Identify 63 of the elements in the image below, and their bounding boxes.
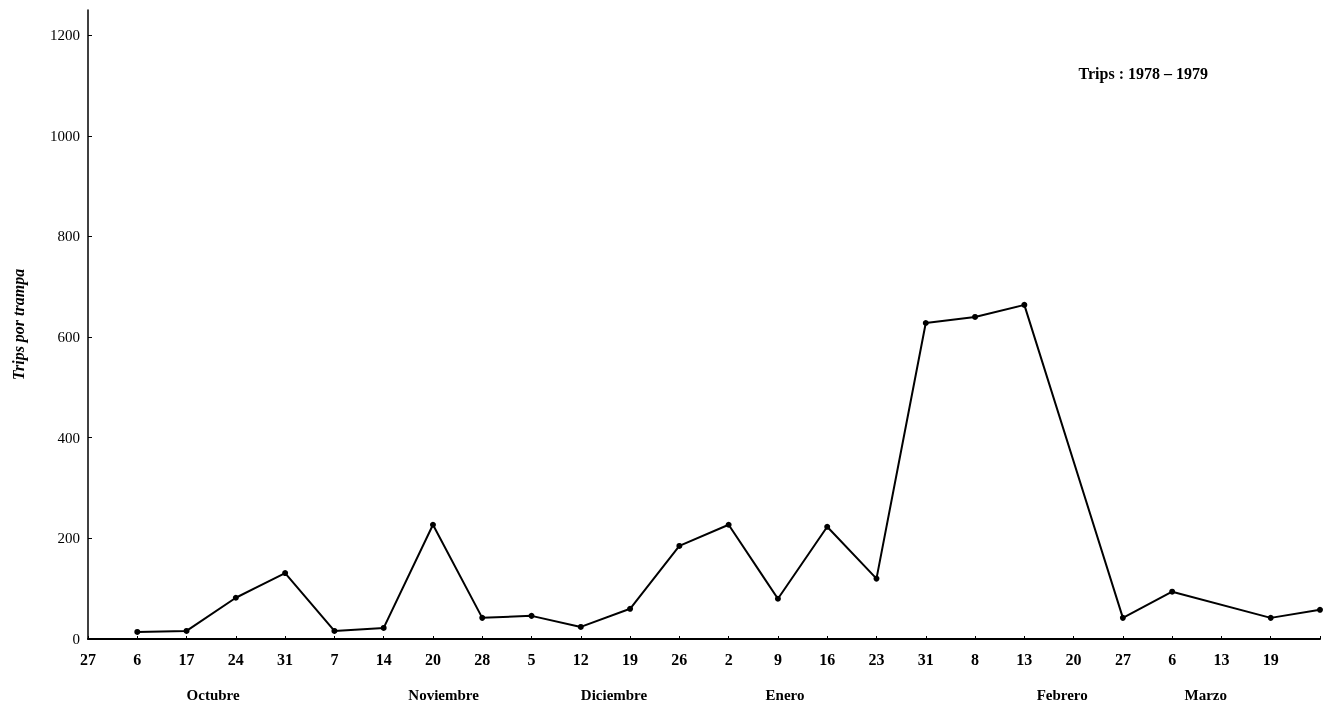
point (429, 521, 436, 528)
point (774, 595, 781, 602)
x-tick-label: 24 (227, 650, 244, 668)
x-tick-label: 16 (819, 650, 836, 668)
x-tick-label: 31 (277, 650, 294, 668)
point (1267, 614, 1274, 621)
text: Trips : 1978 – 1979 (1078, 64, 1208, 83)
y-tick-label: 1000 (50, 127, 80, 144)
y-tick-label: 400 (57, 429, 80, 446)
x-tick-label: 13 (1213, 650, 1230, 668)
point (577, 623, 584, 630)
x-tick-label: 19 (622, 650, 639, 668)
point (627, 605, 634, 612)
y-tick-label: 800 (57, 228, 80, 245)
point (134, 628, 141, 635)
point (232, 594, 239, 601)
x-tick-label: 31 (917, 650, 934, 668)
y-tick-label: 600 (57, 329, 80, 346)
x-tick-label: 26 (671, 650, 688, 668)
point (725, 521, 732, 528)
text: Febrero (1036, 686, 1088, 703)
point (528, 612, 535, 619)
point (873, 575, 880, 582)
point (1021, 301, 1028, 308)
y-tick-label: 200 (57, 530, 80, 547)
point (1119, 614, 1126, 621)
x-tick-label: 19 (1262, 650, 1279, 668)
x-tick-label: 8 (971, 650, 980, 668)
x-tick-label: 28 (474, 650, 491, 668)
x-tick-label: 7 (330, 650, 339, 668)
x-tick-label: 12 (572, 650, 589, 668)
text: Diciembre (580, 686, 648, 703)
x-tick-label: 6 (133, 650, 142, 668)
text: Enero (765, 686, 805, 703)
point (824, 523, 831, 530)
x-tick-label: 23 (868, 650, 885, 668)
point (1317, 606, 1323, 613)
x-tick-label: 9 (773, 650, 782, 668)
point (282, 570, 289, 577)
x-tick-label: 2 (724, 650, 733, 668)
text: Marzo (1184, 686, 1227, 703)
text: Noviembre (408, 686, 480, 703)
point (972, 313, 979, 320)
x-tick-label: 5 (527, 650, 536, 668)
point (922, 319, 929, 326)
y-tick-label: 1200 (50, 27, 80, 44)
y-tick-label: 0 (72, 631, 80, 647)
point (183, 627, 190, 634)
point (331, 627, 338, 634)
x-tick-label: 20 (424, 650, 441, 668)
point (380, 624, 387, 631)
x-tick-label: 27 (1114, 650, 1131, 668)
x-tick-label: 17 (178, 650, 195, 668)
x-tick-label: 13 (1016, 650, 1033, 668)
x-tick-label: 27 (80, 650, 96, 668)
point (479, 614, 486, 621)
y-axis-title: Trips por trampa (9, 268, 28, 381)
text: Octubre (186, 686, 240, 703)
x-tick-label: 20 (1065, 650, 1082, 668)
x-tick-label: 6 (1168, 650, 1177, 668)
x-tick-label: 14 (375, 650, 392, 668)
point (1169, 588, 1176, 595)
point (676, 542, 683, 549)
